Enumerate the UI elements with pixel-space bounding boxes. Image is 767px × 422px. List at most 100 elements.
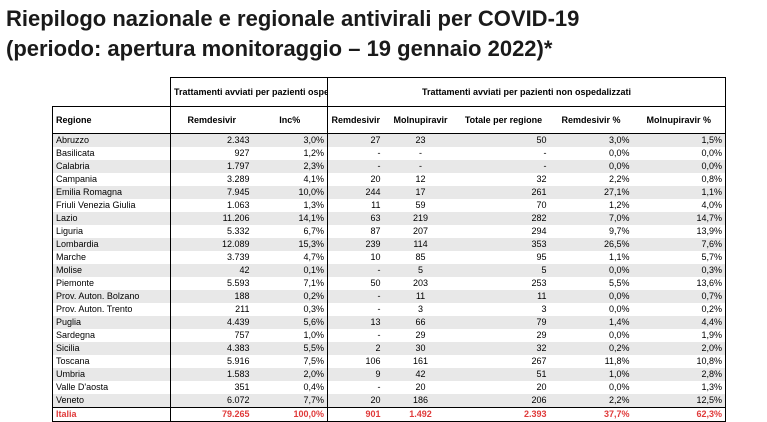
table-row: Umbria 1.583 2,0% 9 42 51 1,0% 2,8% <box>52 368 727 381</box>
cell-remdesivir-pct: 3,0% <box>549 133 633 147</box>
header-empty-cell <box>53 78 171 107</box>
cell-inc: 7,7% <box>252 394 328 408</box>
cell-remdesivir-pct: 1,1% <box>549 251 633 264</box>
column-header-remdesivir-nonhosp: Remdesivir <box>327 106 384 134</box>
cell-remdesivir-pct: 9,7% <box>549 225 633 238</box>
cell-inc: 3,0% <box>252 133 328 147</box>
table-row: Lazio 11.206 14,1% 63 219 282 7,0% 14,7% <box>52 212 727 225</box>
cell-molnupiravir: 219 <box>383 212 458 225</box>
cell-regione: Piemonte <box>52 277 171 290</box>
cell-inc: 7,1% <box>252 277 328 290</box>
cell-molnupiravir-pct: 4,4% <box>632 316 727 329</box>
cell-remdesivir-pct: 0,0% <box>549 303 633 316</box>
cell-regione: Lombardia <box>52 238 171 251</box>
cell-inc: 7,5% <box>252 355 328 368</box>
table-row: Basilicata 927 1,2% - - -0,0% 0,0% <box>52 147 727 160</box>
cell-regione: Marche <box>52 251 171 264</box>
cell-molnupiravir: 203 <box>383 277 458 290</box>
cell-remdesivir-pct: 0,0% <box>549 329 633 342</box>
cell-inc: 1,0% <box>252 329 328 342</box>
cell-regione: Abruzzo <box>52 133 171 147</box>
title-line-1: Riepilogo nazionale e regionale antivira… <box>6 6 580 31</box>
table-body: Abruzzo 2.343 3,0% 27 23 50 3,0% 1,5% Basilicata… <box>52 133 727 422</box>
table-row: Valle D'aosta 351 0,4% -20 20 0,0% 1,3% <box>52 381 727 394</box>
column-header-molnupiravir: Molnupiravir <box>383 106 458 134</box>
cell-remdesivir-hosp: 3.289 <box>170 173 253 186</box>
cell-molnupiravir: 12 <box>383 173 458 186</box>
cell-totale: 294 <box>457 225 550 238</box>
cell-molnupiravir: 3 <box>383 303 458 316</box>
cell-molnupiravir: 29 <box>383 329 458 342</box>
cell-remdesivir-nonhosp: 2 <box>327 342 384 355</box>
cell-molnupiravir: 11 <box>383 290 458 303</box>
cell-regione: Emilia Romagna <box>52 186 171 199</box>
cell-remdesivir-hosp: 79.265 <box>170 407 253 422</box>
group-header-hospitalized: Trattamenti avviati per pazienti ospedal… <box>170 77 328 107</box>
cell-remdesivir-pct: 11,8% <box>549 355 633 368</box>
cell-molnupiravir-pct: 0,2% <box>632 303 727 316</box>
cell-inc: 2,3% <box>252 160 328 173</box>
cell-remdesivir-pct: 1,0% <box>549 368 633 381</box>
page-title: Riepilogo nazionale e regionale antivira… <box>6 4 761 64</box>
cell-remdesivir-hosp: 2.343 <box>170 133 253 147</box>
cell-molnupiravir-pct: 2,8% <box>632 368 727 381</box>
cell-remdesivir-nonhosp: - <box>327 303 384 316</box>
cell-remdesivir-nonhosp: 901 <box>327 407 384 422</box>
cell-molnupiravir-pct: 13,9% <box>632 225 727 238</box>
cell-inc: 0,3% <box>252 303 328 316</box>
cell-remdesivir-pct: 0,0% <box>549 160 633 173</box>
cell-totale: 353 <box>457 238 550 251</box>
cell-molnupiravir-pct: 4,0% <box>632 199 727 212</box>
table-row: Campania 3.289 4,1% 20 12 32 2,2% 0,8% <box>52 173 727 186</box>
cell-remdesivir-hosp: 188 <box>170 290 253 303</box>
cell-remdesivir-hosp: 3.739 <box>170 251 253 264</box>
cell-remdesivir-hosp: 42 <box>170 264 253 277</box>
cell-remdesivir-hosp: 4.439 <box>170 316 253 329</box>
column-header-remdesivir-pct: Remdesivir % <box>549 106 633 134</box>
cell-remdesivir-hosp: 5.332 <box>170 225 253 238</box>
cell-molnupiravir-pct: 0,8% <box>632 173 727 186</box>
cell-regione: Puglia <box>52 316 171 329</box>
title-line-2: (periodo: apertura monitoraggio – 19 gen… <box>6 36 553 61</box>
table-row: Prov. Auton. Trento 211 0,3% -3 3 0,0% 0,2% <box>52 303 727 316</box>
column-header-inc: Inc% <box>252 106 328 134</box>
cell-remdesivir-hosp: 6.072 <box>170 394 253 408</box>
cell-remdesivir-nonhosp: 244 <box>327 186 384 199</box>
column-header-regione: Regione <box>52 106 171 134</box>
table-row: Lombardia 12.089 15,3% 239 114 353 26,5% 7,6% <box>52 238 727 251</box>
cell-totale: 29 <box>457 329 550 342</box>
table-row: Friuli Venezia Giulia 1.063 1,3% 11 59 70 1,2%… <box>52 199 727 212</box>
cell-inc: 100,0% <box>252 407 328 422</box>
cell-remdesivir-pct: 0,0% <box>549 290 633 303</box>
cell-regione: Prov. Auton. Bolzano <box>52 290 171 303</box>
cell-totale: 32 <box>457 173 550 186</box>
table-row: Piemonte 5.593 7,1% 50 203 253 5,5% 13,6% <box>52 277 727 290</box>
cell-remdesivir-hosp: 5.916 <box>170 355 253 368</box>
cell-remdesivir-hosp: 5.593 <box>170 277 253 290</box>
cell-totale: 3 <box>457 303 550 316</box>
cell-remdesivir-nonhosp: 10 <box>327 251 384 264</box>
table-row: Molise 42 0,1% -5 5 0,0% 0,3% <box>52 264 727 277</box>
cell-remdesivir-nonhosp: - <box>327 160 384 173</box>
cell-remdesivir-nonhosp: - <box>327 147 384 160</box>
cell-regione: Liguria <box>52 225 171 238</box>
cell-molnupiravir-pct: 7,6% <box>632 238 727 251</box>
cell-molnupiravir-pct: 13,6% <box>632 277 727 290</box>
column-header-remdesivir-hosp: Remdesivir <box>170 106 253 134</box>
cell-totale: 253 <box>457 277 550 290</box>
cell-molnupiravir-pct: 2,0% <box>632 342 727 355</box>
cell-remdesivir-pct: 0,0% <box>549 381 633 394</box>
cell-remdesivir-nonhosp: - <box>327 329 384 342</box>
cell-totale: 267 <box>457 355 550 368</box>
cell-molnupiravir: 20 <box>383 381 458 394</box>
table-row: Sardegna 757 1,0% -29 29 0,0% 1,9% <box>52 329 727 342</box>
cell-molnupiravir: 66 <box>383 316 458 329</box>
cell-totale: 11 <box>457 290 550 303</box>
cell-inc: 4,1% <box>252 173 328 186</box>
cell-inc: 4,7% <box>252 251 328 264</box>
cell-molnupiravir-pct: 14,7% <box>632 212 727 225</box>
cell-molnupiravir: 1.492 <box>383 407 458 422</box>
cell-molnupiravir: 161 <box>383 355 458 368</box>
cell-remdesivir-nonhosp: 50 <box>327 277 384 290</box>
cell-totale: 95 <box>457 251 550 264</box>
